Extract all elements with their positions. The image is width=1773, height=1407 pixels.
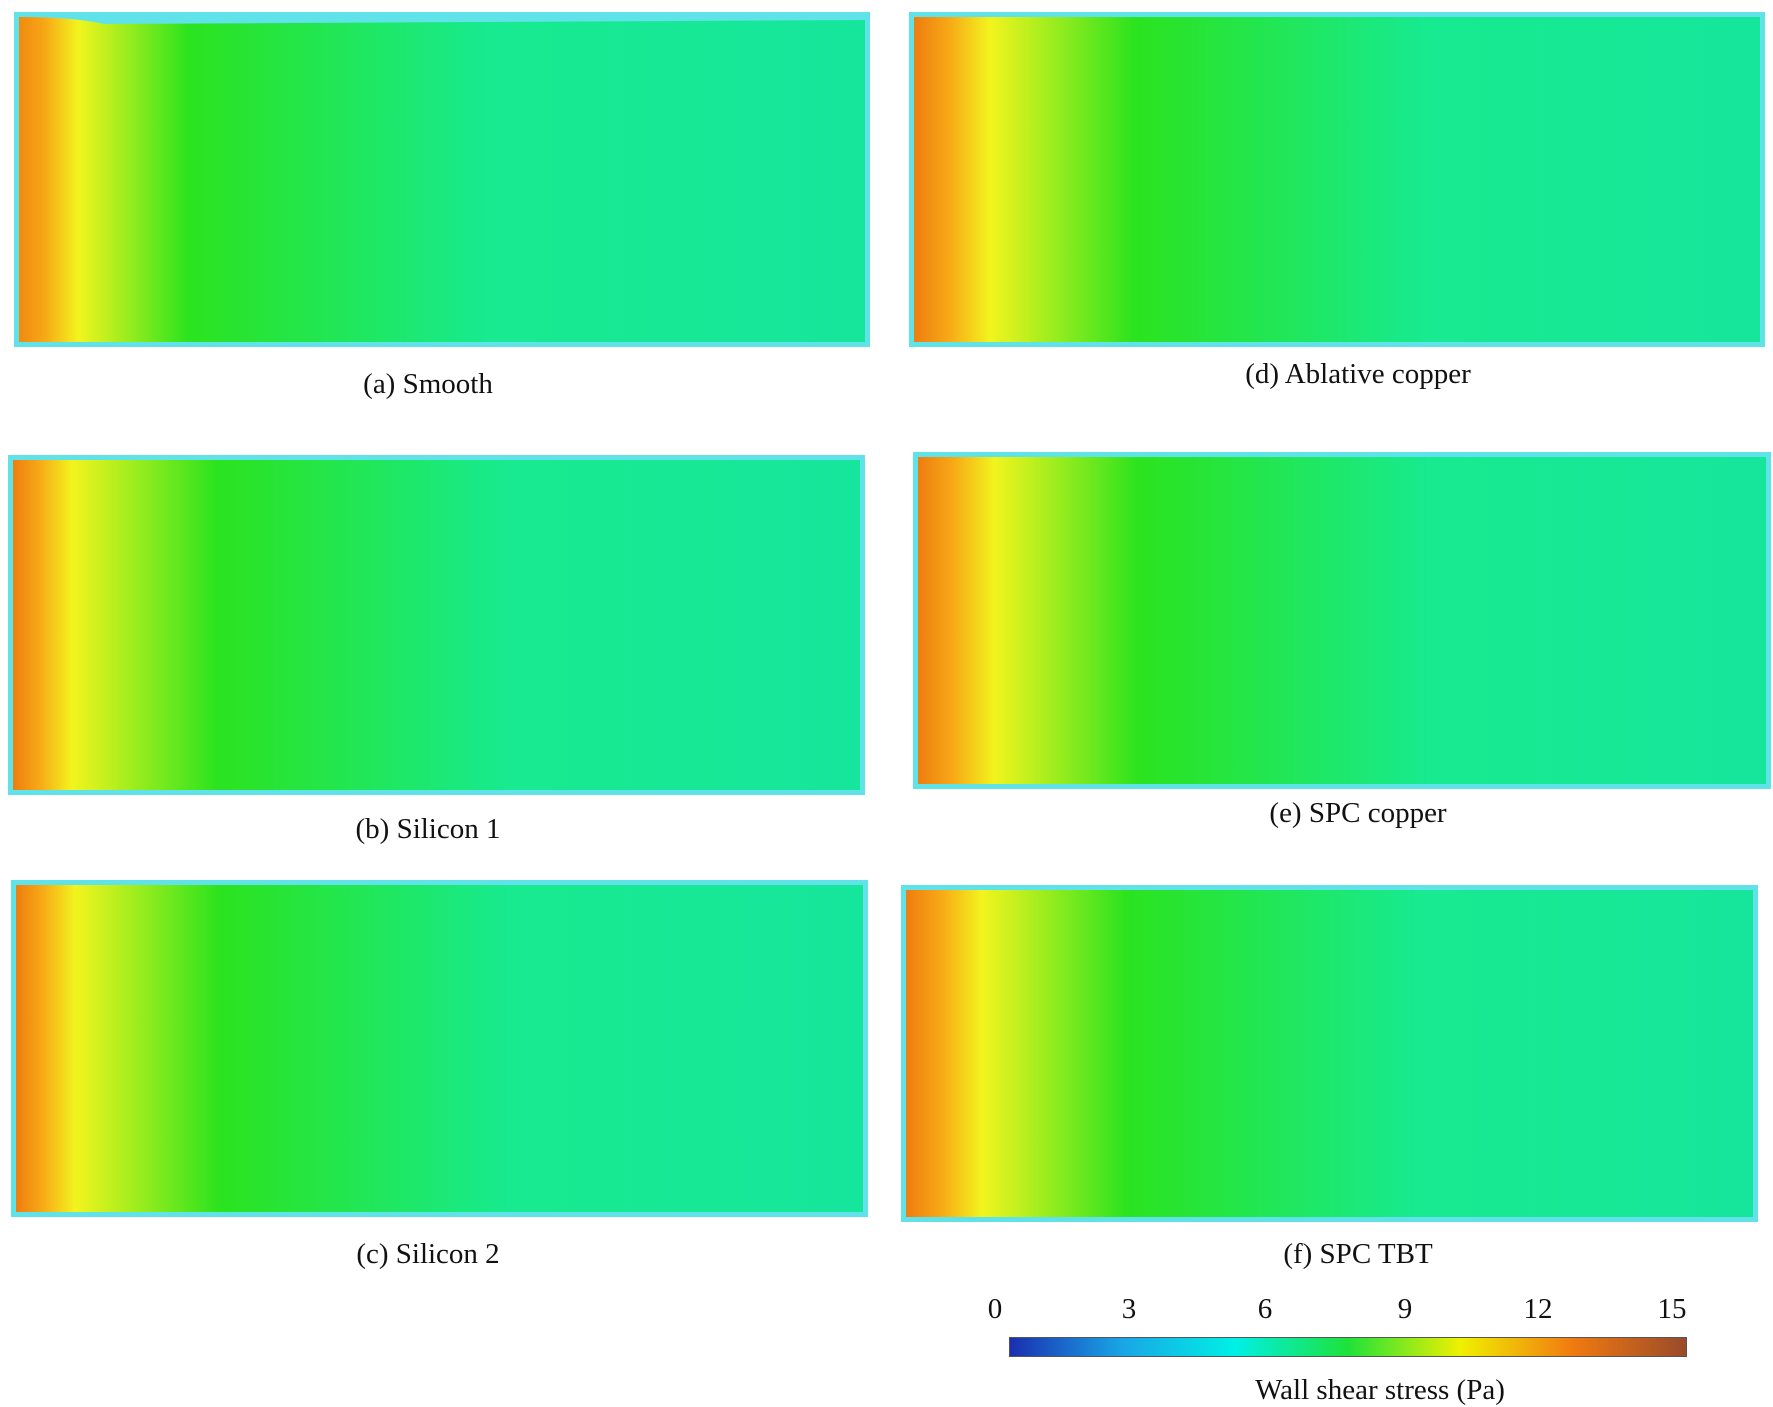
colorbar — [1009, 1337, 1687, 1357]
colorbar-title: Wall shear stress (Pa) — [1255, 1374, 1505, 1406]
colorbar-tick-0: 0 — [987, 1293, 1003, 1325]
colorbar-tick-6: 6 — [1257, 1293, 1273, 1325]
caption-ablative-copper: (d) Ablative copper — [1245, 358, 1471, 390]
contour-panel-ablative-copper — [909, 12, 1765, 347]
contour-panel-spc-copper — [913, 452, 1771, 789]
caption-silicon-1: (b) Silicon 1 — [355, 813, 501, 845]
wall-shear-contour — [901, 885, 1758, 1222]
colorbar-tick-3: 3 — [1121, 1293, 1137, 1325]
colorbar-tick-9: 9 — [1397, 1293, 1413, 1325]
wall-shear-contour — [913, 452, 1771, 789]
contour-panel-smooth — [14, 12, 870, 347]
colorbar-tick-12: 12 — [1523, 1293, 1553, 1325]
caption-spc-tbt: (f) SPC TBT — [1283, 1238, 1433, 1270]
wall-shear-contour — [8, 455, 865, 795]
contour-panel-silicon-1 — [8, 455, 865, 795]
wall-shear-contour — [11, 880, 868, 1217]
wall-shear-contour — [14, 12, 870, 347]
caption-silicon-2: (c) Silicon 2 — [356, 1238, 500, 1270]
colorbar-tick-15: 15 — [1657, 1293, 1687, 1325]
caption-spc-copper: (e) SPC copper — [1269, 797, 1447, 829]
wall-shear-contour — [909, 12, 1765, 347]
caption-smooth: (a) Smooth — [363, 368, 493, 400]
contour-panel-silicon-2 — [11, 880, 868, 1217]
contour-panel-spc-tbt — [901, 885, 1758, 1222]
